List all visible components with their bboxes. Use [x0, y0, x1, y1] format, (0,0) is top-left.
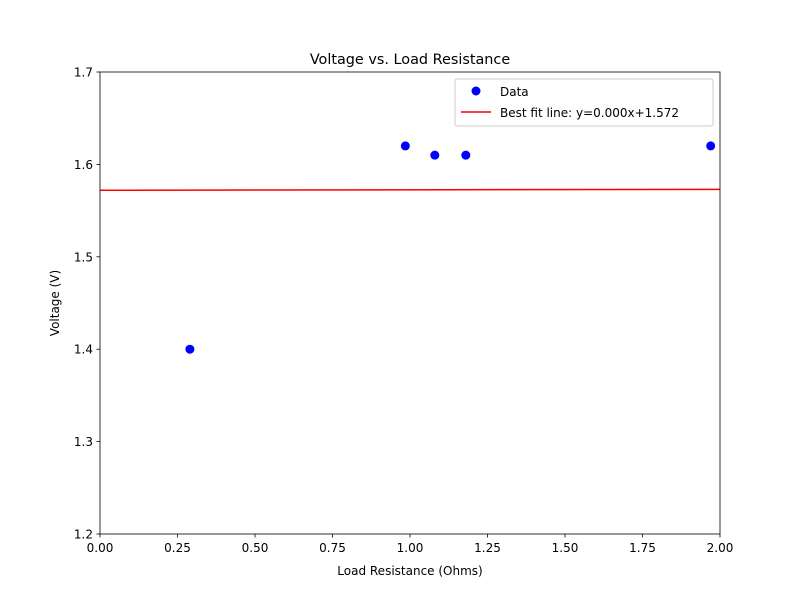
data-point [461, 150, 471, 160]
legend-label-data: Data [500, 85, 529, 99]
x-tick-label: 1.25 [474, 541, 501, 555]
data-point [185, 344, 195, 354]
x-tick-label: 0.75 [319, 541, 346, 555]
y-tick-label: 1.2 [74, 528, 93, 542]
x-tick-label: 0.25 [164, 541, 191, 555]
axes-frame [99, 71, 721, 535]
y-tick-label: 1.4 [74, 343, 93, 357]
legend-marker-data [471, 86, 481, 96]
y-tick-label: 1.7 [74, 66, 93, 80]
chart-title: Voltage vs. Load Resistance [310, 52, 511, 68]
x-tick-label: 1.75 [629, 541, 656, 555]
x-tick-label: 0.00 [87, 541, 114, 555]
legend-label-best-fit: Best fit line: y=0.000x+1.572 [500, 106, 679, 120]
x-tick-label: 0.50 [242, 541, 269, 555]
data-point [706, 141, 716, 151]
y-tick-label: 1.6 [74, 158, 93, 172]
data-point [430, 150, 440, 160]
data-point [400, 141, 410, 151]
axes: 0.00 0.25 0.50 0.75 1.00 1.25 1.50 1.75 2.00 1.2 1… [74, 66, 733, 556]
y-tick-label: 1.5 [74, 250, 93, 264]
legend-frame [454, 78, 714, 127]
x-axis-title: Load Resistance (Ohms) [337, 564, 482, 578]
x-tick-label: 2.00 [707, 541, 734, 555]
plot-area [99, 141, 721, 354]
y-tick-label: 1.3 [74, 435, 93, 449]
best-fit-line [99, 188, 721, 192]
x-tick-label: 1.50 [552, 541, 579, 555]
legend: Data Best fit line: y=0.000x+1.572 [454, 78, 714, 127]
x-tick-label: 1.00 [397, 541, 424, 555]
y-axis-title: Voltage (V) [48, 270, 62, 336]
